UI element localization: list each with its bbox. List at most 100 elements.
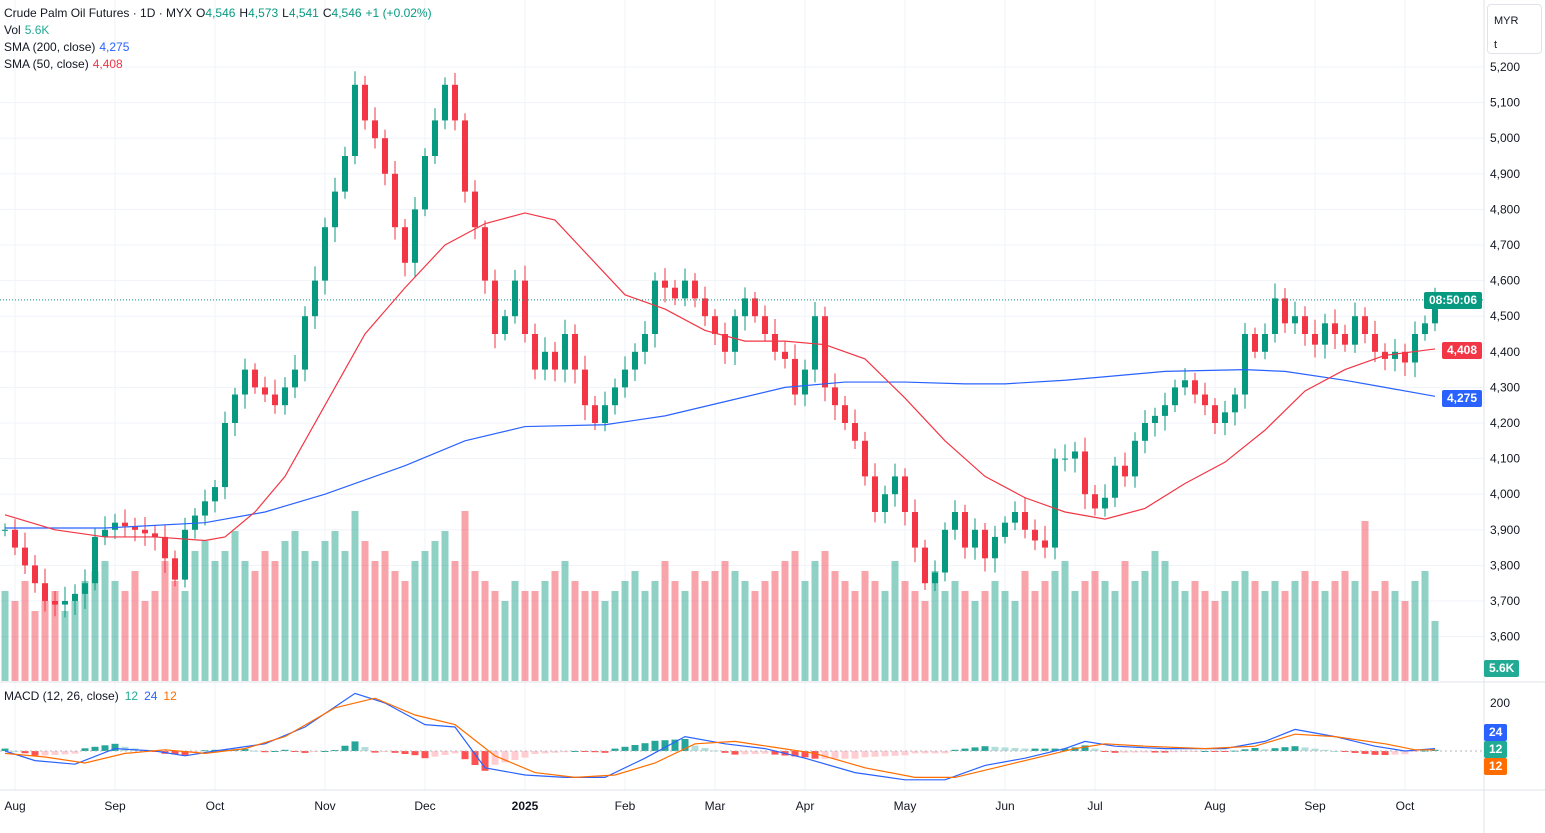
macd-histogram-bar — [801, 751, 809, 758]
candle-body — [982, 529, 988, 559]
volume-bar — [331, 531, 339, 681]
sma50-value: 4,408 — [92, 57, 123, 71]
volume-label: Vol — [4, 23, 21, 37]
volume-bar — [971, 601, 979, 681]
macd-histogram-bar — [171, 751, 179, 755]
candle-body — [652, 280, 658, 334]
candle-body — [1262, 334, 1268, 352]
volume-bar — [91, 571, 99, 681]
volume-bar — [761, 581, 769, 681]
volume-bar — [111, 581, 119, 681]
volume-bar — [1001, 591, 1009, 681]
candle-body — [102, 529, 108, 537]
candle-body — [1302, 316, 1308, 334]
volume-legend[interactable]: Vol 5.6K — [4, 22, 432, 39]
candle-body — [772, 334, 778, 352]
candle-body — [1122, 465, 1128, 477]
candle-body — [232, 394, 238, 423]
volume-bar — [601, 601, 609, 681]
volume-bar — [201, 541, 209, 681]
candle-body — [292, 369, 298, 388]
volume-bar — [911, 591, 919, 681]
volume-bar — [351, 511, 359, 681]
volume-bar — [1241, 571, 1249, 681]
candle-body — [892, 476, 898, 495]
volume-bar — [301, 551, 309, 681]
candle-body — [752, 298, 758, 317]
macd-histogram-bar — [981, 746, 989, 751]
volume-bar — [691, 571, 699, 681]
macd-histogram-bar — [481, 751, 489, 771]
close-value: 4,546 — [331, 6, 362, 20]
volume-bar — [181, 591, 189, 681]
macd-histogram-bar — [101, 745, 109, 751]
candle-body — [1242, 334, 1248, 395]
candle-body — [1392, 351, 1398, 359]
candle-body — [12, 529, 18, 548]
volume-bar — [411, 561, 419, 681]
candle-body — [362, 84, 368, 121]
volume-bar — [341, 551, 349, 681]
macd-slow-value: 24 — [144, 689, 158, 703]
volume-bar — [1071, 591, 1079, 681]
macd-legend[interactable]: MACD (12, 26, close) 12 24 12 — [4, 689, 177, 703]
volume-bar — [1431, 621, 1439, 681]
volume-bar — [631, 571, 639, 681]
candle-body — [1182, 380, 1188, 388]
macd-histogram-bar — [751, 751, 759, 754]
candle-body — [182, 529, 188, 580]
sma200-legend[interactable]: SMA (200, close) 4,275 — [4, 39, 432, 56]
candle-body — [392, 173, 398, 228]
volume-bar — [981, 591, 989, 681]
macd-histogram-bar — [471, 751, 479, 765]
candle-body — [1292, 316, 1298, 324]
candle-body — [242, 369, 248, 395]
macd-histogram-bar — [521, 751, 529, 758]
macd-histogram-bar — [741, 751, 749, 755]
x-tick-label: Aug — [1204, 799, 1225, 813]
volume-bar — [1161, 561, 1169, 681]
volume-bar — [311, 561, 319, 681]
currency-unit-box[interactable]: MYR t — [1487, 4, 1542, 54]
macd-histogram-bar — [1361, 751, 1369, 754]
close-label: C — [322, 6, 332, 20]
volume-bar — [991, 581, 999, 681]
macd-histogram-bar — [551, 751, 559, 753]
volume-bar — [891, 561, 899, 681]
volume-bar — [1381, 581, 1389, 681]
y-tick-label: 5,200 — [1490, 60, 1520, 74]
volume-bar — [471, 571, 479, 681]
volume-bar — [651, 581, 659, 681]
candle-body — [252, 369, 258, 388]
candle-body — [572, 334, 578, 370]
candle-body — [1282, 298, 1288, 324]
macd-histogram-bar — [391, 751, 399, 753]
candle-body — [1042, 540, 1048, 548]
sma50-legend[interactable]: SMA (50, close) 4,408 — [4, 56, 432, 73]
symbol-title[interactable]: Crude Palm Oil Futures · 1D · MYX — [4, 6, 193, 20]
macd-histogram-bar — [901, 751, 909, 756]
candle-body — [1272, 298, 1278, 334]
sma200-label: SMA (200, close) — [4, 40, 96, 54]
candle-body — [972, 529, 978, 548]
volume-bar — [831, 571, 839, 681]
macd-histogram-bar — [341, 745, 349, 751]
volume-bar — [1371, 591, 1379, 681]
candle-body — [322, 227, 328, 281]
macd-histogram-bar — [181, 751, 189, 756]
macd-histogram-bar — [441, 751, 449, 755]
y-tick-label: 3,600 — [1490, 630, 1520, 644]
volume-bar — [1081, 581, 1089, 681]
candle-body — [112, 522, 118, 530]
volume-bar — [881, 591, 889, 681]
macd-histogram-bar — [811, 751, 819, 759]
candle-body — [612, 387, 618, 406]
sma200-line — [5, 368, 1436, 529]
macd-histogram-bar — [1161, 751, 1169, 753]
candle-body — [202, 501, 208, 516]
candle-body — [742, 298, 748, 317]
volume-bar — [1411, 581, 1419, 681]
volume-bar — [731, 571, 739, 681]
macd-histogram-bar — [1291, 746, 1299, 751]
